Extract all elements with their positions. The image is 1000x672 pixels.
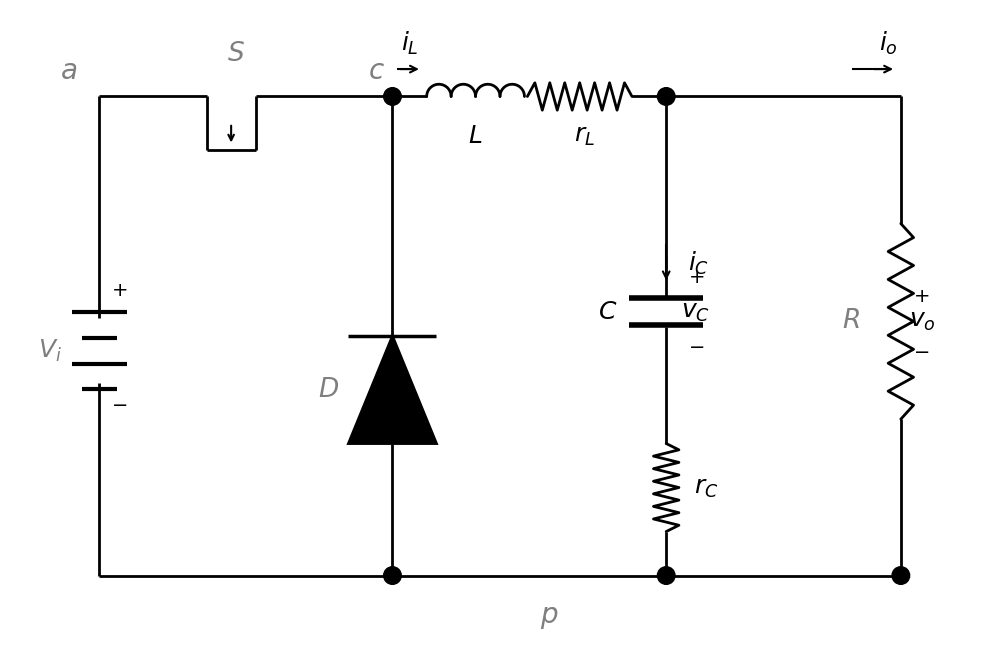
Circle shape (892, 566, 910, 585)
Text: $V_i$: $V_i$ (38, 337, 62, 364)
Text: $+$: $+$ (688, 268, 704, 287)
Text: $i_o$: $i_o$ (879, 30, 898, 57)
Text: $v_o$: $v_o$ (909, 309, 935, 333)
Text: $c$: $c$ (368, 56, 385, 85)
Polygon shape (348, 336, 436, 444)
Text: $r_C$: $r_C$ (694, 476, 718, 499)
Text: $D$: $D$ (318, 377, 339, 403)
Text: $a$: $a$ (60, 56, 78, 85)
Text: $C$: $C$ (598, 300, 617, 323)
Text: $-$: $-$ (688, 336, 704, 355)
Text: $i_L$: $i_L$ (401, 30, 418, 57)
Text: $-$: $-$ (111, 394, 127, 413)
Text: $p$: $p$ (540, 603, 558, 631)
Circle shape (384, 566, 401, 585)
Text: $L$: $L$ (468, 124, 483, 148)
Circle shape (657, 87, 675, 106)
Text: $S$: $S$ (227, 41, 245, 67)
Text: $-$: $-$ (913, 341, 929, 360)
Text: $R$: $R$ (842, 308, 860, 335)
Text: $v_C$: $v_C$ (681, 300, 710, 323)
Text: $i_C$: $i_C$ (688, 250, 709, 278)
Circle shape (384, 87, 401, 106)
Text: $+$: $+$ (913, 288, 929, 306)
Circle shape (657, 566, 675, 585)
Text: $r_L$: $r_L$ (574, 124, 595, 148)
Text: $+$: $+$ (111, 281, 127, 300)
